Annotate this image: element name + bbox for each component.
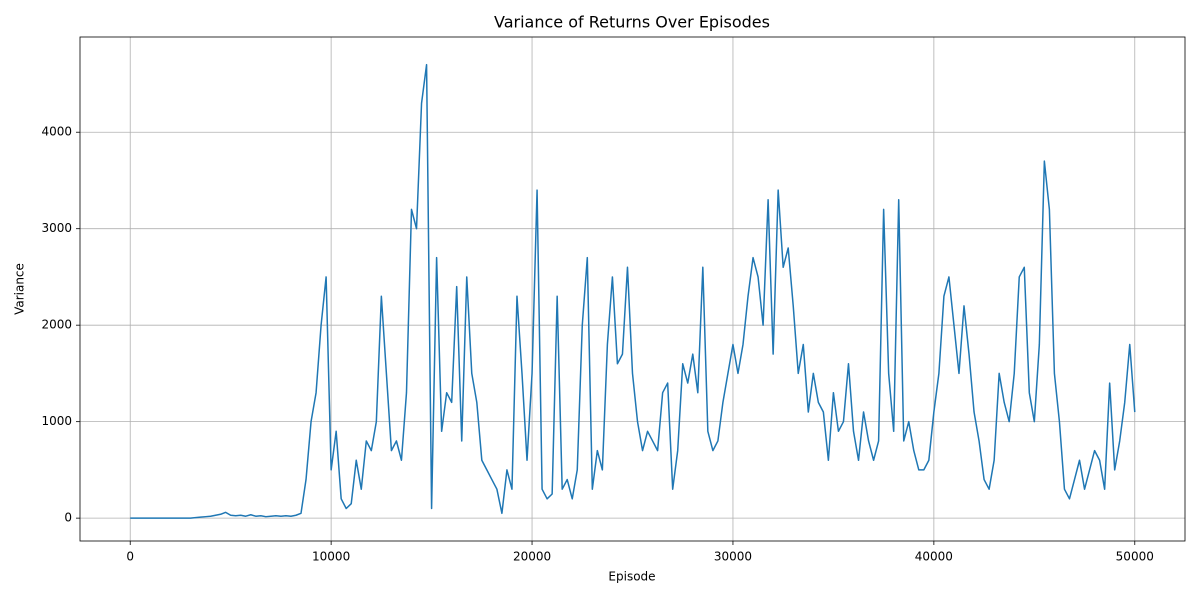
x-tick-label: 40000 (915, 550, 953, 564)
x-tick-label: 0 (126, 550, 134, 564)
x-tick-label: 20000 (513, 550, 551, 564)
y-axis-label: Variance (13, 263, 27, 315)
x-axis-label: Episode (608, 570, 655, 584)
y-tick-label: 3000 (41, 221, 72, 235)
plot-frame (79, 36, 1186, 542)
y-tick-label: 2000 (41, 318, 72, 332)
x-tick-label: 50000 (1116, 550, 1154, 564)
chart-title: Variance of Returns Over Episodes (494, 13, 770, 32)
y-tick-label: 4000 (41, 125, 72, 139)
y-tick-label: 1000 (41, 414, 72, 428)
x-tick-label: 10000 (312, 550, 350, 564)
data-line (130, 63, 1136, 519)
x-tick-label: 30000 (714, 550, 752, 564)
y-tick-label: 0 (64, 511, 72, 525)
